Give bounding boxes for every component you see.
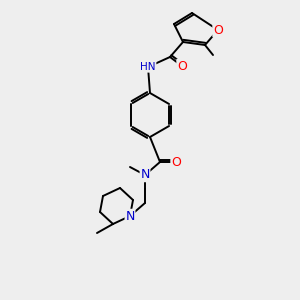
Text: N: N <box>140 169 150 182</box>
Text: O: O <box>171 155 181 169</box>
Text: N: N <box>125 209 135 223</box>
Text: O: O <box>177 59 187 73</box>
Text: O: O <box>213 23 223 37</box>
Text: HN: HN <box>140 62 156 72</box>
